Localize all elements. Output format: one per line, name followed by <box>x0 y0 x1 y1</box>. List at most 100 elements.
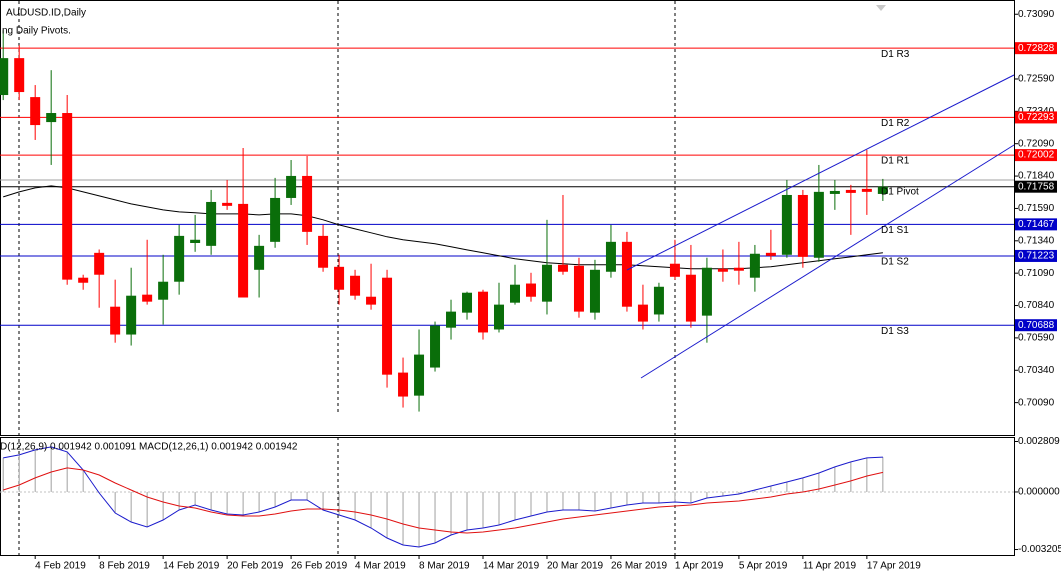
candle-body <box>30 97 41 126</box>
macd-panel <box>0 437 1015 556</box>
candle-body <box>861 188 872 192</box>
y-tick-label: 0.70840 <box>1018 300 1055 311</box>
x-tick-label: 11 Apr 2019 <box>803 561 857 572</box>
candle-body <box>717 268 728 272</box>
level-label: D1 S3 <box>881 326 909 337</box>
y-tick-label: 0.70090 <box>1018 397 1055 408</box>
macd-title: D(12,26,9) 0.001942 0.001091 MACD(12,26,… <box>0 442 298 453</box>
x-tick-label: 4 Feb 2019 <box>35 561 86 572</box>
candle-body <box>701 267 712 316</box>
price-box <box>1015 149 1057 162</box>
main-panel <box>0 0 1015 436</box>
level-label: D1 S2 <box>881 257 909 268</box>
candle-body <box>478 291 489 333</box>
price-box <box>1015 319 1057 332</box>
x-tick-label: 1 Apr 2019 <box>675 561 724 572</box>
candle-body <box>494 304 505 330</box>
y-tick-label: 0.000000 <box>1018 487 1060 498</box>
candle-body <box>254 245 265 270</box>
price-box-label: 0.71223 <box>1018 251 1055 262</box>
y-tick-label: 0.71340 <box>1018 235 1055 246</box>
y-tick-label: -0.003205 <box>1018 544 1061 555</box>
candle-body <box>78 277 89 283</box>
candle-body <box>14 58 25 93</box>
candle-body <box>286 175 297 198</box>
candle-body <box>749 253 760 278</box>
x-tick-label: 26 Mar 2019 <box>611 561 668 572</box>
candle-body <box>110 306 121 335</box>
shift-marker <box>876 5 886 11</box>
x-tick-label: 20 Mar 2019 <box>547 561 604 572</box>
candle-body <box>366 296 377 305</box>
candle-body <box>669 263 680 277</box>
y-tick-label: 0.71840 <box>1018 171 1055 182</box>
y-tick-label: 0.70590 <box>1018 333 1055 344</box>
candle-body <box>222 202 233 206</box>
candle-body <box>621 241 632 307</box>
marks <box>0 13 1018 559</box>
level-label: D1 R3 <box>881 49 910 60</box>
candle-body <box>206 201 217 246</box>
price-box-label: 0.70688 <box>1018 320 1055 331</box>
level-label: D1 R2 <box>881 118 910 129</box>
x-tick-label: 8 Mar 2019 <box>419 561 470 572</box>
candle-body <box>158 281 169 300</box>
price-box <box>1015 111 1057 124</box>
candle-body <box>509 284 520 303</box>
candle-body <box>605 241 616 272</box>
candle-body <box>446 311 457 328</box>
level-label: D1 S1 <box>881 225 909 236</box>
y-tick-label: 0.70340 <box>1018 365 1055 376</box>
indicator-name: ng Daily Pivots. <box>2 26 71 37</box>
x-tick-label: 17 Apr 2019 <box>867 561 921 572</box>
x-tick-label: 5 Apr 2019 <box>739 561 788 572</box>
macd-line <box>3 467 884 534</box>
candle-body <box>94 252 105 275</box>
candle-body <box>765 252 776 256</box>
candle-body <box>190 239 201 244</box>
candle-body <box>174 235 185 282</box>
candle-body <box>126 295 137 335</box>
candle-body <box>398 372 409 397</box>
x-tick-label: 14 Mar 2019 <box>483 561 540 572</box>
x-tick-label: 8 Feb 2019 <box>99 561 150 572</box>
candle-body <box>797 194 808 257</box>
level-label: D1 R1 <box>881 156 910 167</box>
y-tick-label: 0.72090 <box>1018 138 1055 149</box>
price-box <box>1015 249 1057 262</box>
x-tick-label: 20 Feb 2019 <box>227 561 284 572</box>
candle-body <box>685 274 696 322</box>
y-tick-label: 0.71090 <box>1018 268 1055 279</box>
y-tick-label: 0.73090 <box>1018 9 1055 20</box>
candle-body <box>653 286 664 315</box>
price-box-label: 0.71758 <box>1018 181 1055 192</box>
y-tick-label: 0.71590 <box>1018 203 1055 214</box>
candle-body <box>430 325 441 368</box>
candle-body <box>302 175 313 232</box>
price-box <box>1015 180 1057 193</box>
candle-body <box>845 189 856 193</box>
candle-body <box>142 294 153 302</box>
price-box-label: 0.72828 <box>1018 43 1055 54</box>
price-box-label: 0.72002 <box>1018 150 1055 161</box>
trend-line <box>640 144 1015 379</box>
candle-body <box>318 235 329 268</box>
trend-line <box>626 74 1015 271</box>
candle-body <box>557 264 568 272</box>
chart-title: AUDUSD.ID,Daily <box>6 8 86 19</box>
candle-body <box>781 194 792 255</box>
candle-body <box>525 283 536 297</box>
candle-body <box>462 292 473 313</box>
y-tick-label: 0.002809 <box>1018 436 1060 447</box>
price-box <box>1015 42 1057 55</box>
candle-body <box>62 113 73 280</box>
price-box-label: 0.71467 <box>1018 219 1055 230</box>
candle-body <box>238 203 249 298</box>
candle-body <box>541 264 552 302</box>
candle-body <box>0 58 9 96</box>
x-tick-label: 14 Feb 2019 <box>163 561 220 572</box>
price-box-label: 0.72293 <box>1018 112 1055 123</box>
